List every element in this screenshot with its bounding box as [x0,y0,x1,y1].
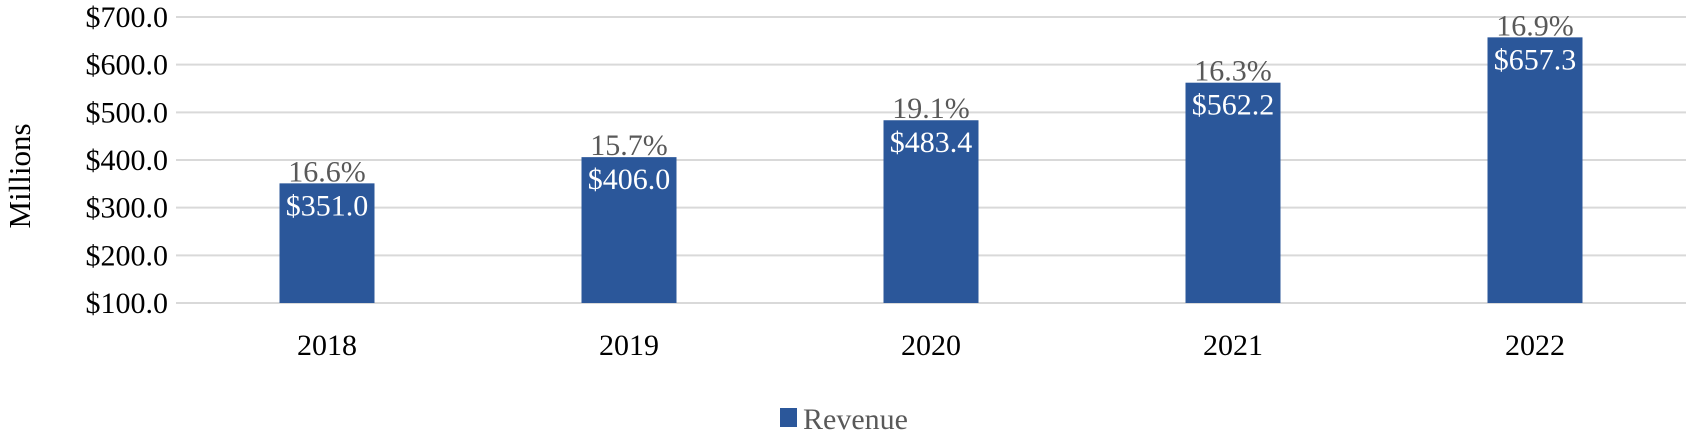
bars: $351.016.6% $406.015.7% $483.419.1% $562.21… [279,9,1583,304]
x-axis-ticks: 2018 2019 2020 2021 2022 [297,329,1565,362]
y-tick-label-6: $700.0 [86,1,169,34]
legend-label-revenue: Revenue [803,403,908,436]
percent-label-2019: 15.7% [590,129,668,162]
value-label-2020: $483.4 [890,126,973,159]
y-tick-label-2: $300.0 [86,192,169,225]
x-tick-label-2022: 2022 [1505,329,1565,362]
legend: Revenue [780,403,908,436]
y-axis-title: Millions [2,123,37,228]
y-tick-label-1: $200.0 [86,239,169,272]
x-tick-label-2019: 2019 [599,329,659,362]
percent-label-2020: 19.1% [892,92,970,125]
bar-2021 [1185,82,1281,304]
bar-2018 [279,183,375,303]
y-tick-label-4: $500.0 [86,96,169,129]
bar-2020 [883,120,979,303]
percent-label-2021: 16.3% [1194,55,1272,88]
x-tick-label-2021: 2021 [1203,329,1263,362]
percent-label-2022: 16.9% [1496,9,1574,42]
y-tick-label-3: $400.0 [86,144,169,177]
x-tick-label-2020: 2020 [901,329,961,362]
value-label-2021: $562.2 [1192,89,1275,122]
y-tick-label-5: $600.0 [86,49,169,82]
value-label-2018: $351.0 [286,189,369,222]
x-tick-label-2018: 2018 [297,329,357,362]
legend-swatch-revenue [780,408,797,427]
y-tick-label-0: $100.0 [86,287,169,320]
percent-label-2018: 16.6% [288,155,366,188]
bar-2022 [1487,37,1583,303]
value-label-2022: $657.3 [1494,43,1577,76]
value-label-2019: $406.0 [588,163,671,196]
y-axis-ticks: $100.0 $200.0 $300.0 $400.0 $500.0 $600.0 $700… [86,1,169,320]
bar-2019 [581,157,677,303]
